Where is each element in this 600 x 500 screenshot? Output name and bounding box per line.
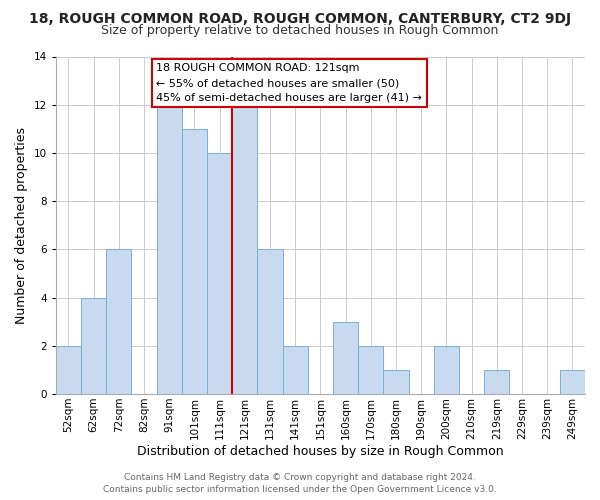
Bar <box>434 346 459 394</box>
Bar <box>106 250 131 394</box>
Text: 18 ROUGH COMMON ROAD: 121sqm
← 55% of detached houses are smaller (50)
45% of se: 18 ROUGH COMMON ROAD: 121sqm ← 55% of de… <box>157 64 422 103</box>
Bar <box>257 250 283 394</box>
Bar <box>81 298 106 394</box>
Text: Contains HM Land Registry data © Crown copyright and database right 2024.
Contai: Contains HM Land Registry data © Crown c… <box>103 472 497 494</box>
Bar <box>157 104 182 394</box>
Bar <box>383 370 409 394</box>
X-axis label: Distribution of detached houses by size in Rough Common: Distribution of detached houses by size … <box>137 444 504 458</box>
Text: Size of property relative to detached houses in Rough Common: Size of property relative to detached ho… <box>101 24 499 37</box>
Bar <box>232 104 257 394</box>
Bar <box>56 346 81 394</box>
Bar <box>182 129 207 394</box>
Bar <box>207 153 232 394</box>
Bar <box>484 370 509 394</box>
Bar <box>358 346 383 394</box>
Bar <box>560 370 585 394</box>
Text: 18, ROUGH COMMON ROAD, ROUGH COMMON, CANTERBURY, CT2 9DJ: 18, ROUGH COMMON ROAD, ROUGH COMMON, CAN… <box>29 12 571 26</box>
Y-axis label: Number of detached properties: Number of detached properties <box>15 127 28 324</box>
Bar <box>283 346 308 394</box>
Bar <box>333 322 358 394</box>
